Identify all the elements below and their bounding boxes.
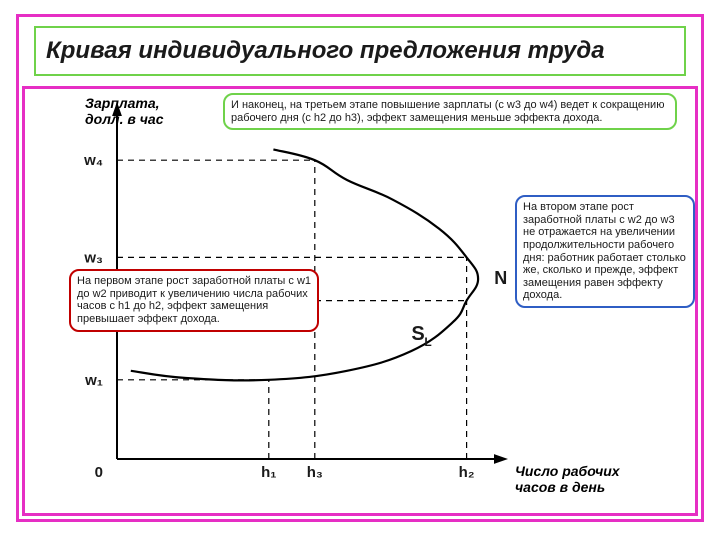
callout-stage3-text: И наконец, на третьем этапе повышение за… [231, 99, 664, 124]
svg-text:L: L [424, 335, 431, 349]
callout-stage2: На втором этапе рост заработной платы с … [515, 195, 695, 308]
svg-text:h₁: h₁ [261, 464, 276, 481]
svg-text:N: N [494, 268, 507, 288]
title-box: Кривая индивидуального предложения труда [34, 26, 686, 76]
svg-text:h₂: h₂ [459, 464, 475, 481]
svg-text:w₃: w₃ [83, 249, 103, 266]
x-axis-title-l1: Число рабочих [515, 463, 620, 479]
svg-text:w₁: w₁ [84, 372, 103, 389]
x-axis-title: Число рабочих часов в день [515, 463, 620, 495]
y-axis-title-l2: долл. в час [85, 111, 163, 127]
callout-stage1: На первом этапе рост заработной платы с … [69, 269, 319, 332]
page-title: Кривая индивидуального предложения труда [46, 37, 605, 65]
callout-stage2-text: На втором этапе рост заработной платы с … [523, 201, 686, 301]
chart-frame: w₁w₂w₃w₄h₁h₃h₂0SLN И наконец, на третьем… [22, 86, 698, 516]
x-axis-title-l2: часов в день [515, 479, 620, 495]
callout-stage1-text: На первом этапе рост заработной платы с … [77, 275, 311, 325]
svg-text:S: S [411, 323, 424, 345]
svg-text:h₃: h₃ [307, 464, 323, 481]
svg-text:w₄: w₄ [83, 152, 103, 169]
svg-text:0: 0 [95, 464, 103, 481]
y-axis-title-l1: Зарплата, [85, 95, 163, 111]
y-axis-title: Зарплата, долл. в час [85, 95, 163, 127]
callout-stage3: И наконец, на третьем этапе повышение за… [223, 93, 677, 130]
